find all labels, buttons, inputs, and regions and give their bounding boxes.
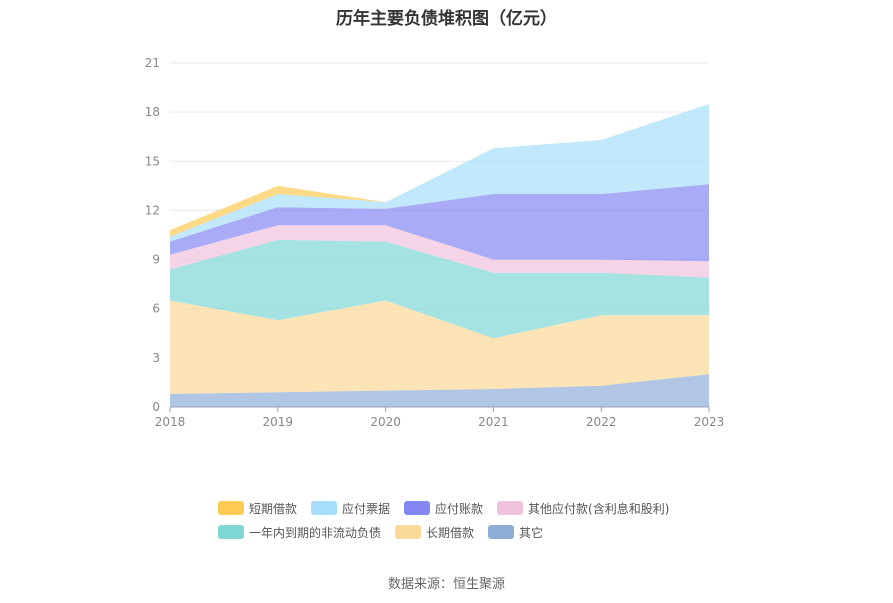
legend-label: 一年内到期的非流动负债 [249,525,382,540]
legend-swatch [311,501,338,515]
y-tick-label: 18 [145,105,160,119]
stacked-area-chart: 0 3 6 9 12 15 18 21 2018 2019 2020 2021 2022 2023 [145,56,725,429]
legend-swatch [497,501,524,515]
legend-label: 其他应付款(含利息和股利) [528,501,670,516]
legend-swatch [218,525,244,539]
legend-label: 应付票据 [342,501,391,516]
y-tick-label: 9 [152,253,160,267]
legend-row: 一年内到期的非流动负债 长期借款 其它 [218,520,738,544]
x-tick-label: 2019 [263,415,294,429]
x-tick-label: 2018 [155,415,186,429]
x-tick-label: 2021 [478,415,509,429]
area-series-其他应付款(含利息和股利) [170,225,709,278]
y-tick-label: 15 [145,154,160,168]
legend-item[interactable]: 其他应付款(含利息和股利) [497,500,669,517]
legend: 短期借款 应付票据 应付账款 其他应付款(含利息和股利) 一年内到期的非流动负债 长期借… [218,496,738,544]
y-tick-label: 3 [152,351,160,365]
area-series [170,104,709,407]
area-series-长期借款 [170,300,709,394]
legend-label: 短期借款 [249,501,298,516]
y-tick-label: 6 [152,302,160,316]
x-tick-label: 2022 [586,415,617,429]
x-tick-label: 2020 [370,415,401,429]
legend-swatch [488,525,515,539]
y-tick-label: 0 [152,400,160,414]
legend-item[interactable]: 其它 [488,524,543,541]
legend-item[interactable]: 一年内到期的非流动负债 [218,524,381,541]
legend-label: 其它 [519,525,544,540]
area-series-应付票据 [170,104,709,242]
legend-row: 短期借款 应付票据 应付账款 其他应付款(含利息和股利) [218,496,738,520]
legend-item[interactable]: 应付账款 [404,500,483,517]
area-series-应付账款 [170,184,709,262]
legend-item[interactable]: 长期借款 [395,524,474,541]
x-tick-label: 2023 [694,415,725,429]
legend-swatch [395,525,422,539]
y-tick-label: 21 [145,56,160,70]
area-series-其它 [170,374,709,407]
y-tick-label: 12 [145,203,160,217]
axes: 0 3 6 9 12 15 18 21 2018 2019 2020 2021 2022 2023 [145,56,725,429]
legend-swatch [218,501,244,515]
legend-swatch [404,501,431,515]
chart-title: 历年主要负债堆积图（亿元） [336,9,557,29]
legend-label: 长期借款 [426,525,475,540]
source-note: 数据来源：恒生聚源 [387,577,505,592]
area-series-一年内到期的非流动负债 [170,239,709,339]
legend-item[interactable]: 短期借款 [218,500,297,517]
legend-item[interactable]: 应付票据 [311,500,390,517]
legend-label: 应付账款 [435,501,484,516]
